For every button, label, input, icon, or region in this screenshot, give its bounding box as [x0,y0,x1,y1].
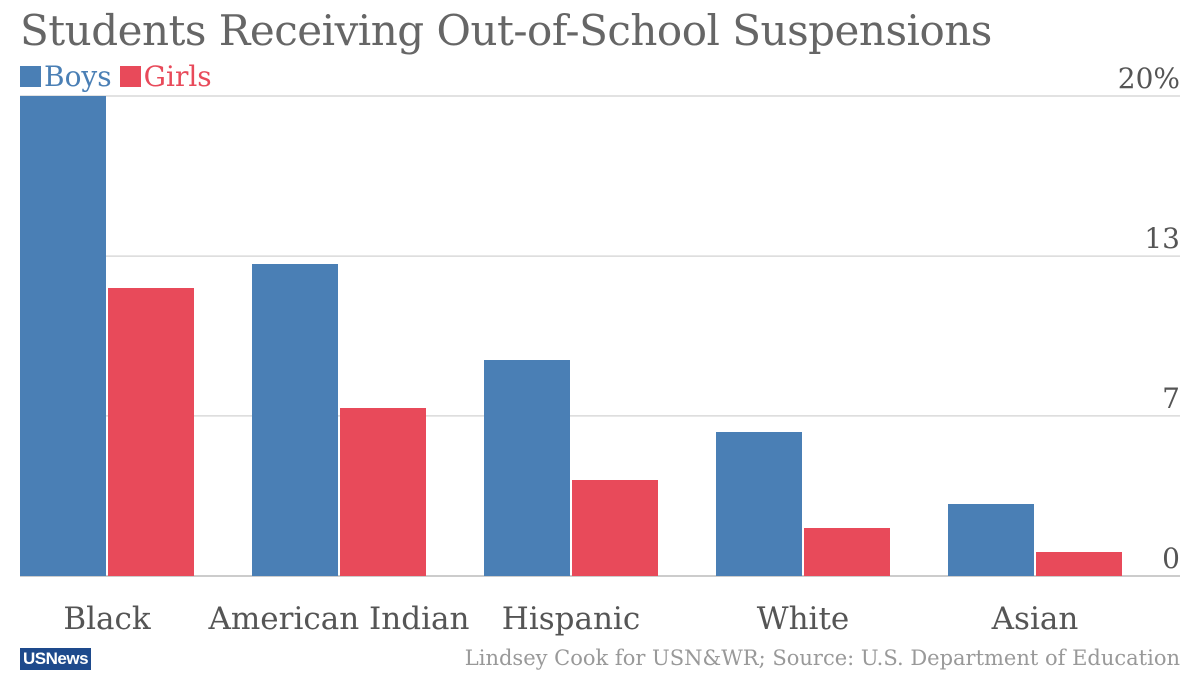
x-category-label: Black [63,601,151,637]
y-tick-label: 20% [1118,62,1180,95]
bar-girls-asian [1036,552,1122,576]
bar-boys-hispanic [484,360,570,576]
x-category-label: White [757,601,850,637]
chart-title: Students Receiving Out-of-School Suspens… [20,6,992,55]
legend: Boys Girls [20,60,220,93]
legend-label-boys: Boys [44,60,112,93]
usnews-logo: USNews [20,648,92,670]
bar-boys-white [716,432,802,576]
legend-item-boys: Boys [20,60,112,93]
source-credit: Lindsey Cook for USN&WR; Source: U.S. De… [464,646,1180,670]
bar-boys-american-indian [252,264,338,576]
bar-girls-hispanic [572,480,658,576]
legend-swatch-girls [119,66,141,87]
bar-boys-asian [948,504,1034,576]
x-category-label: Asian [991,601,1079,637]
bar-girls-american-indian [340,408,426,576]
x-category-label: Hispanic [502,601,640,637]
legend-swatch-boys [20,66,41,87]
legend-item-girls: Girls [119,60,212,93]
y-tick-label: 7 [1162,382,1180,415]
bar-girls-black [108,288,194,576]
bar-boys-black [20,96,106,576]
legend-label-girls: Girls [143,60,212,93]
x-category-label: American Indian [208,601,470,637]
y-tick-label: 13 [1144,222,1180,255]
y-tick-label: 0 [1162,542,1180,575]
bar-girls-white [804,528,890,576]
